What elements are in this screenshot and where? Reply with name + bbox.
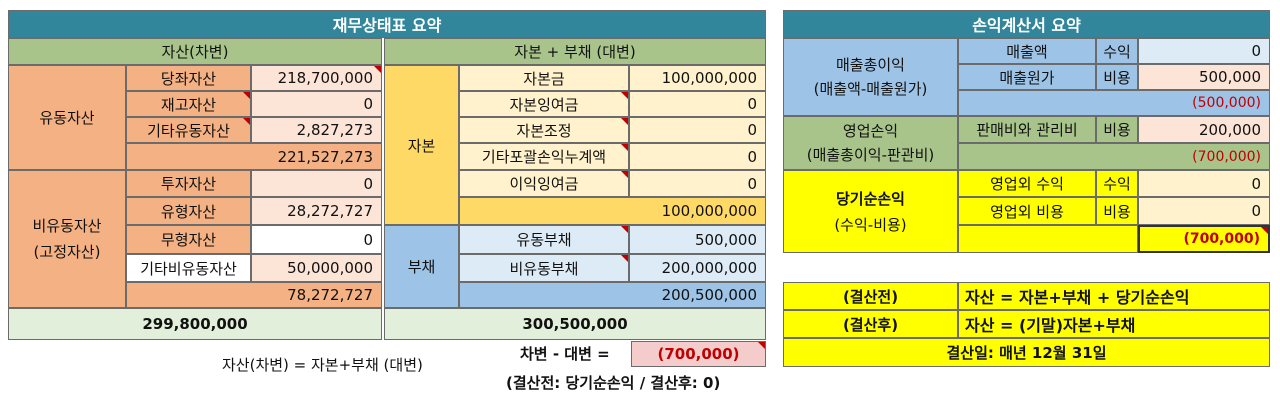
equity-item-value[interactable]: 0 xyxy=(629,143,766,170)
income-row-value[interactable]: 0 xyxy=(1138,38,1270,64)
income-row-value[interactable]: 0 xyxy=(1138,197,1270,225)
asset-item-value[interactable]: 50,000,000 xyxy=(251,254,382,282)
liabilities-subtotal[interactable]: 200,500,000 xyxy=(459,282,766,308)
income-statement-title: 손익계산서 요약 xyxy=(783,10,1270,38)
asset-item-value[interactable]: 2,827,273 xyxy=(251,117,382,143)
diff-label: 차변 - 대변 = xyxy=(520,345,610,363)
asset-item-value[interactable]: 0 xyxy=(251,91,382,117)
income-row-type[interactable]: 수익 xyxy=(1096,170,1138,197)
assets-total[interactable]: 299,800,000 xyxy=(8,308,382,340)
equity-item-value[interactable]: 0 xyxy=(629,170,766,197)
liability-item-name[interactable]: 비유동부채 xyxy=(459,254,629,282)
liability-item-value[interactable]: 500,000 xyxy=(629,225,766,254)
gross-profit-result[interactable]: (500,000) xyxy=(958,90,1270,116)
operating-label: 영업손익 (매출총이익-판관비) xyxy=(783,116,958,170)
income-row-name[interactable]: 매출액 xyxy=(958,38,1096,64)
equity-item-name[interactable]: 이익잉여금 xyxy=(459,170,629,197)
operating-label-main: 영업손익 xyxy=(842,122,899,140)
income-row-name[interactable]: 판매비와 관리비 xyxy=(958,116,1096,143)
asset-item-name[interactable]: 기타비유동자산 xyxy=(126,254,251,282)
after-closing-label: (결산후) xyxy=(783,310,958,338)
noncurrent-assets-label: 비유동자산 (고정자산) xyxy=(8,170,126,308)
income-row-value[interactable]: 200,000 xyxy=(1138,116,1270,143)
equity-subtotal[interactable]: 100,000,000 xyxy=(459,197,766,225)
asset-item-name[interactable]: 무형자산 xyxy=(126,225,251,254)
income-row-name[interactable]: 영업외 수익 xyxy=(958,170,1096,197)
equity-liab-total[interactable]: 300,500,000 xyxy=(384,308,766,340)
income-row-type[interactable]: 비용 xyxy=(1096,64,1138,90)
gross-profit-label-sub: (매출액-매출원가) xyxy=(813,80,928,98)
net-income-label: 당기순손익 (수익-비용) xyxy=(783,170,958,253)
equity-label: 자본 xyxy=(384,65,459,225)
noncurrent-assets-label-sub: (고정자산) xyxy=(33,243,101,261)
income-row-name[interactable]: 영업외 비용 xyxy=(958,197,1096,225)
net-income-result[interactable]: (700,000) xyxy=(1138,225,1270,253)
net-income-label-sub: (수익-비용) xyxy=(834,215,907,234)
current-assets-subtotal[interactable]: 221,527,273 xyxy=(126,143,382,170)
before-closing-equation: 자산 = 자본+부채 + 당기순손익 xyxy=(958,282,1270,310)
equity-item-name[interactable]: 자본잉여금 xyxy=(459,91,629,117)
income-row-type[interactable]: 비용 xyxy=(1096,197,1138,225)
asset-item-name[interactable]: 기타유동자산 xyxy=(126,117,251,143)
asset-item-value[interactable]: 218,700,000 xyxy=(251,65,382,91)
liability-item-value[interactable]: 200,000,000 xyxy=(629,254,766,282)
noncurrent-assets-label-main: 비유동자산 xyxy=(32,217,102,235)
asset-item-name[interactable]: 투자자산 xyxy=(126,170,251,197)
net-income-blank xyxy=(958,225,1138,253)
asset-item-name[interactable]: 재고자산 xyxy=(126,91,251,117)
asset-item-value[interactable]: 28,272,727 xyxy=(251,197,382,225)
balance-sheet-title: 재무상태표 요약 xyxy=(8,10,766,38)
equity-item-value[interactable]: 0 xyxy=(629,117,766,143)
gross-profit-label: 매출총이익 (매출액-매출원가) xyxy=(783,38,958,116)
income-row-type[interactable]: 비용 xyxy=(1096,116,1138,143)
gross-profit-label-main: 매출총이익 xyxy=(835,56,905,74)
income-row-type[interactable]: 수익 xyxy=(1096,38,1138,64)
income-row-value[interactable]: 0 xyxy=(1138,170,1270,197)
liability-item-name[interactable]: 유동부채 xyxy=(459,225,629,254)
equity-item-value[interactable]: 100,000,000 xyxy=(629,65,766,91)
operating-label-sub: (매출총이익-판관비) xyxy=(806,146,935,164)
asset-item-value[interactable]: 0 xyxy=(251,170,382,197)
asset-item-name[interactable]: 당좌자산 xyxy=(126,65,251,91)
assets-header: 자산(차변) xyxy=(8,38,382,65)
balance-equation: 자산(차변) = 자본+부채 (대변) xyxy=(222,356,423,374)
diff-note: (결산전: 당기순손익 / 결산후: 0) xyxy=(506,374,721,392)
equity-item-name[interactable]: 기타포괄손익누계액 xyxy=(459,143,629,170)
equity-item-name[interactable]: 자본금 xyxy=(459,65,629,91)
equity-item-name[interactable]: 자본조정 xyxy=(459,117,629,143)
noncurrent-assets-subtotal[interactable]: 78,272,727 xyxy=(126,282,382,308)
before-closing-label: (결산전) xyxy=(783,282,958,310)
diff-value[interactable]: (700,000) xyxy=(631,341,766,367)
asset-item-value[interactable]: 0 xyxy=(251,225,382,254)
after-closing-equation: 자산 = (기말)자본+부채 xyxy=(958,310,1270,338)
income-row-value[interactable]: 500,000 xyxy=(1138,64,1270,90)
asset-item-name[interactable]: 유형자산 xyxy=(126,197,251,225)
closing-date: 결산일: 매년 12월 31일 xyxy=(783,338,1270,367)
net-income-label-main: 당기순손익 xyxy=(835,189,905,208)
income-row-name[interactable]: 매출원가 xyxy=(958,64,1096,90)
equity-liab-header: 자본 + 부채 (대변) xyxy=(384,38,766,65)
liabilities-label: 부채 xyxy=(384,225,459,308)
operating-result[interactable]: (700,000) xyxy=(958,143,1270,170)
equity-item-value[interactable]: 0 xyxy=(629,91,766,117)
current-assets-label: 유동자산 xyxy=(8,65,126,170)
